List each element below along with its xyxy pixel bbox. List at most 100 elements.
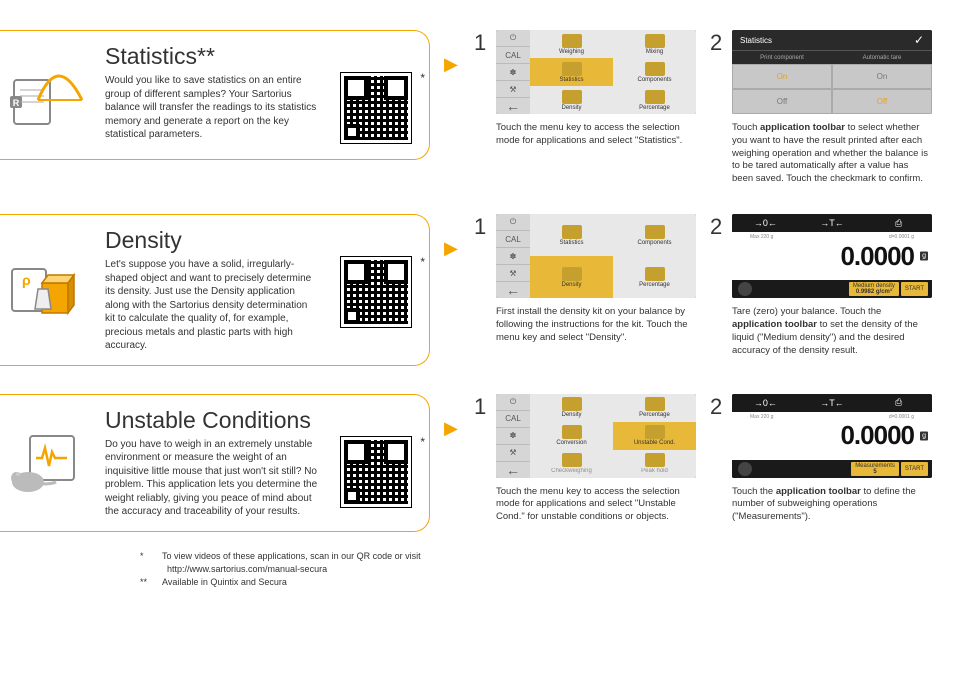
unit-label: g <box>920 431 928 440</box>
gear-icon: ✽ <box>496 248 530 265</box>
feature-title: Density <box>105 227 325 254</box>
zero-icon: →0← <box>757 397 773 409</box>
screenshot-menu-statistics: ⏻ CAL ✽ ⚒ ← Weighing Mixing Statistics C… <box>496 30 696 114</box>
step-caption: Touch the menu key to access the selecti… <box>496 122 696 148</box>
max-label: Max 220 g <box>750 414 773 420</box>
cell-label: Density <box>561 412 581 418</box>
footnote-text: To view videos of these applications, sc… <box>162 551 421 561</box>
pill-value: 0.9982 g/cm³ <box>856 289 892 295</box>
cell-label: Components <box>637 77 671 83</box>
step-number: 2 <box>710 394 724 420</box>
step-caption: First install the density kit on your ba… <box>496 306 696 344</box>
cal-label: CAL <box>496 231 530 248</box>
screenshot-display-unstable: →0← →T← ⎙ Max 220 g d=0.0001 g 0.0000 g … <box>732 394 932 478</box>
density-icon: ρ <box>0 227 95 353</box>
option-off: Off <box>732 89 832 114</box>
qr-code: * <box>335 43 417 147</box>
step-caption: Touch the menu key to access the selecti… <box>496 486 696 524</box>
cell-label: Percentage <box>639 282 670 288</box>
start-button: START <box>901 282 928 296</box>
power-icon: ⏻ <box>496 214 530 231</box>
power-icon: ⏻ <box>496 30 530 47</box>
step-number: 1 <box>474 214 488 240</box>
footnote-mark: * <box>140 550 156 576</box>
wrench-icon: ⚒ <box>496 445 530 462</box>
step-2-density: 2 →0← →T← ⎙ Max 220 g d=0.0001 g 0.0000 … <box>710 214 932 357</box>
step-2-statistics: 2 Statistics✓ Print componentAutomatic t… <box>710 30 932 186</box>
circle-icon <box>738 462 752 476</box>
cal-label: CAL <box>496 411 530 428</box>
footnote-url: http://www.sartorius.com/manual-secura <box>167 564 327 574</box>
start-button: START <box>901 462 928 476</box>
screenshot-menu-unstable: ⏻ CAL ✽ ⚒ ← Density Percentage Conversio… <box>496 394 696 478</box>
cell-label: Statistics <box>559 77 583 83</box>
back-icon: ← <box>496 462 530 478</box>
step-number: 1 <box>474 394 488 420</box>
feature-card-density: ρ Density Let's suppose you have a solid… <box>0 214 430 366</box>
cell-label: Unstable Cond. <box>634 440 675 446</box>
cell-label: Conversion <box>556 440 586 446</box>
header-title: Statistics <box>740 36 772 45</box>
tare-icon: →T← <box>824 217 840 229</box>
qr-code: * <box>335 407 417 519</box>
wrench-icon: ⚒ <box>496 81 530 98</box>
option-on: On <box>732 64 832 89</box>
back-icon: ← <box>496 282 530 298</box>
power-icon: ⏻ <box>496 394 530 411</box>
tare-icon: →T← <box>824 397 840 409</box>
unit-label: g <box>920 252 928 261</box>
d-label: d=0.0001 g <box>889 414 914 420</box>
statistics-icon: R <box>0 43 95 147</box>
cell-label: Checkweighing <box>551 468 592 474</box>
cell-label: Statistics <box>559 240 583 246</box>
step-1-unstable: 1 ⏻ CAL ✽ ⚒ ← Density Percentage Convers… <box>474 394 696 524</box>
option-on: On <box>832 64 932 89</box>
cell-label: Density <box>561 282 581 288</box>
print-icon: ⎙ <box>891 217 907 229</box>
circle-icon <box>738 282 752 296</box>
unstable-icon <box>0 407 95 519</box>
step-1-density: 1 ⏻ CAL ✽ ⚒ ← Statistics Components Dens… <box>474 214 696 344</box>
row-statistics: R Statistics** Would you like to save st… <box>0 30 934 186</box>
feature-card-unstable: Unstable Conditions Do you have to weigh… <box>0 394 430 532</box>
reading-value: 0.0000 <box>840 420 914 451</box>
feature-card-statistics: R Statistics** Would you like to save st… <box>0 30 430 160</box>
cell-label: Components <box>637 240 671 246</box>
footnote-mark: ** <box>140 576 156 589</box>
screenshot-display-density: →0← →T← ⎙ Max 220 g d=0.0001 g 0.0000 g … <box>732 214 932 298</box>
option-off: Off <box>832 89 932 114</box>
row-unstable: Unstable Conditions Do you have to weigh… <box>0 394 934 532</box>
wrench-icon: ⚒ <box>496 265 530 282</box>
svg-text:ρ: ρ <box>22 272 31 288</box>
max-label: Max 220 g <box>750 234 773 240</box>
qr-code: * <box>335 227 417 353</box>
cell-label: Mixing <box>646 49 663 55</box>
step-arrow-icon: ▶ <box>444 214 460 259</box>
feature-desc: Do you have to weigh in an extremely uns… <box>105 438 325 519</box>
step-caption: Tare (zero) your balance. Touch the appl… <box>732 306 932 357</box>
feature-desc: Let's suppose you have a solid, irregula… <box>105 258 325 353</box>
cell-label: Percentage <box>639 105 670 111</box>
tab-label: Print component <box>732 50 832 64</box>
feature-title: Statistics** <box>105 43 325 70</box>
footnote-text: Available in Quintix and Secura <box>162 576 287 589</box>
step-arrow-icon: ▶ <box>444 394 460 439</box>
step-number: 2 <box>710 214 724 240</box>
d-label: d=0.0001 g <box>889 234 914 240</box>
reading-value: 0.0000 <box>840 241 914 272</box>
cell-label: Density <box>561 105 581 111</box>
cell-label: Weighing <box>559 49 584 55</box>
step-number: 1 <box>474 30 488 56</box>
feature-title: Unstable Conditions <box>105 407 325 434</box>
screenshot-settings-statistics: Statistics✓ Print componentAutomatic tar… <box>732 30 932 114</box>
cell-label: Percentage <box>639 412 670 418</box>
tab-label: Automatic tare <box>832 50 932 64</box>
screenshot-menu-density: ⏻ CAL ✽ ⚒ ← Statistics Components Densit… <box>496 214 696 298</box>
feature-desc: Would you like to save statistics on an … <box>105 74 325 142</box>
step-1-statistics: 1 ⏻ CAL ✽ ⚒ ← Weighing Mixing Statistics… <box>474 30 696 148</box>
back-icon: ← <box>496 98 530 114</box>
cell-label: Peak hold <box>641 468 668 474</box>
footnotes: * To view videos of these applications, … <box>140 550 934 589</box>
svg-text:R: R <box>12 98 19 108</box>
zero-icon: →0← <box>757 217 773 229</box>
